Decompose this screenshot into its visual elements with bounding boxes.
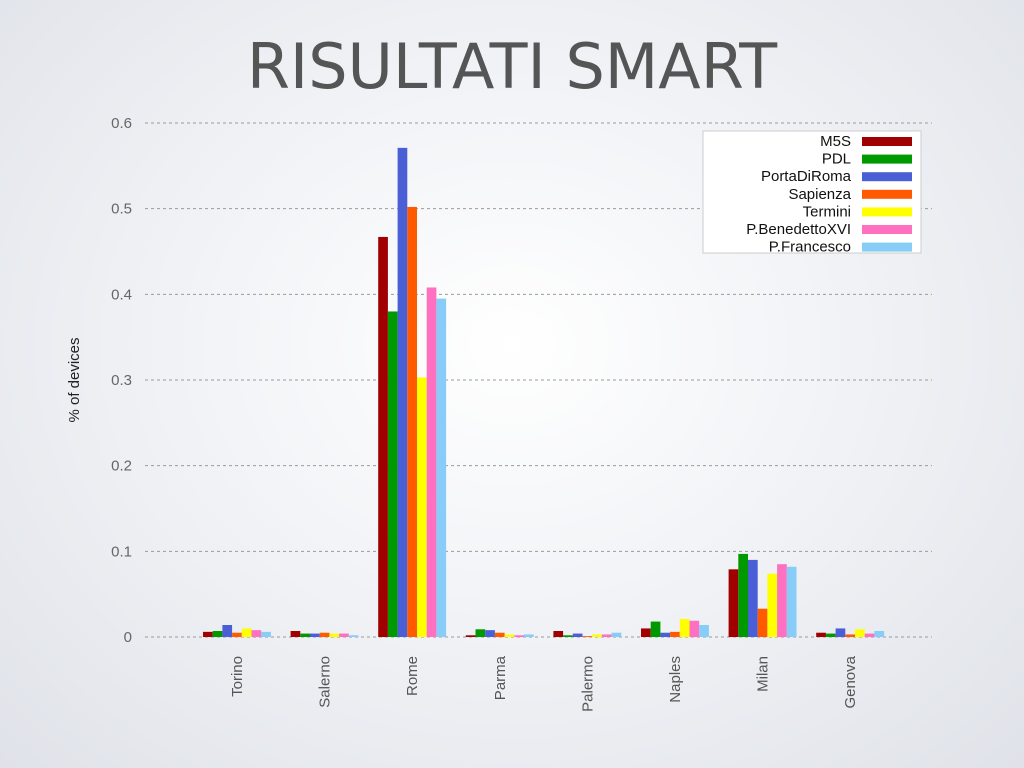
bar-sapienza-torino xyxy=(232,632,242,637)
legend-label: Termini xyxy=(803,203,851,220)
y-axis-label: % of devices xyxy=(66,337,83,422)
bar-pdl-palermo xyxy=(563,635,573,637)
bar-sapienza-milan xyxy=(757,608,768,637)
page-title: RISULTATI SMART xyxy=(246,30,778,103)
x-category-label: Rome xyxy=(404,656,421,696)
bar-portadiroma-rome xyxy=(397,147,408,638)
bar-termini-torino xyxy=(241,628,252,637)
bar-p-benedettoxvi-genova xyxy=(864,633,875,637)
y-tick-label: 0.4 xyxy=(111,286,132,303)
bar-portadiroma-torino xyxy=(222,625,233,637)
y-tick-label: 0.6 xyxy=(111,115,132,132)
x-category-label: Torino xyxy=(229,656,246,697)
bar-p-francesco-genova xyxy=(874,631,885,637)
bar-p-benedettoxvi-rome xyxy=(426,287,437,637)
bar-p-francesco-milan xyxy=(786,566,797,637)
bar-p-benedettoxvi-torino xyxy=(251,630,262,637)
legend-label: P.Francesco xyxy=(769,239,851,256)
bar-portadiroma-salerno xyxy=(310,633,320,637)
y-axis-ticks: 0 0.1 0.2 0.3 0.4 0.5 0.6 xyxy=(111,115,132,646)
bar-pdl-milan xyxy=(738,553,748,637)
bar-m5s-palermo xyxy=(553,631,564,637)
y-tick-label: 0.1 xyxy=(111,543,132,560)
x-category-label: Parma xyxy=(492,655,509,700)
bar-p-francesco-torino xyxy=(261,631,271,637)
bar-termini-rome xyxy=(417,377,427,637)
bar-p-francesco-naples xyxy=(699,625,709,637)
bar-p-benedettoxvi-parma xyxy=(514,635,524,637)
bar-p-benedettoxvi-salerno xyxy=(339,633,349,637)
bar-sapienza-rome xyxy=(407,206,417,637)
bar-portadiroma-genova xyxy=(835,628,846,637)
legend-label: Sapienza xyxy=(788,186,851,203)
y-tick-label: 0.5 xyxy=(111,201,132,218)
legend-swatch xyxy=(862,242,912,252)
x-category-label: Milan xyxy=(755,656,772,692)
bar-portadiroma-parma xyxy=(485,630,495,637)
legend-label: PortaDiRoma xyxy=(761,168,852,185)
legend-swatch xyxy=(862,154,912,164)
bar-termini-parma xyxy=(504,634,515,637)
legend-label: M5S xyxy=(820,133,851,150)
y-tick-label: 0.3 xyxy=(111,372,132,389)
legend: M5SPDLPortaDiRomaSapienzaTerminiP.Benede… xyxy=(702,130,922,256)
bar-m5s-parma xyxy=(465,635,476,637)
legend-label: P.BenedettoXVI xyxy=(746,221,851,238)
bar-portadiroma-milan xyxy=(748,559,758,637)
bar-m5s-salerno xyxy=(290,631,301,637)
bar-p-francesco-palermo xyxy=(611,632,622,637)
legend-swatch xyxy=(862,137,912,146)
bar-p-francesco-salerno xyxy=(348,635,359,637)
bar-p-benedettoxvi-milan xyxy=(777,564,787,637)
x-category-label: Genova xyxy=(842,655,859,708)
bar-pdl-rome xyxy=(387,311,398,637)
bar-m5s-genova xyxy=(816,632,826,637)
bar-portadiroma-naples xyxy=(660,632,671,637)
bars xyxy=(203,147,885,638)
bar-pdl-genova xyxy=(825,633,836,637)
bar-termini-palermo xyxy=(592,634,602,637)
y-tick-label: 0.2 xyxy=(111,458,132,475)
bar-sapienza-salerno xyxy=(319,632,330,637)
bar-m5s-rome xyxy=(378,236,388,638)
bar-pdl-salerno xyxy=(300,633,310,637)
bar-sapienza-naples xyxy=(670,631,680,637)
bar-m5s-milan xyxy=(728,569,739,637)
bar-sapienza-parma xyxy=(494,632,505,637)
legend-swatch xyxy=(862,207,912,217)
bar-p-francesco-rome xyxy=(436,298,447,637)
bar-p-benedettoxvi-naples xyxy=(689,620,700,637)
bar-termini-genova xyxy=(855,629,865,637)
x-category-label: Salerno xyxy=(317,656,334,708)
legend-label: PDL xyxy=(822,151,851,168)
bar-termini-milan xyxy=(767,573,778,637)
x-axis-categories: Torino Salerno Rome Parma Palermo Naples Milan… xyxy=(229,655,859,712)
bar-pdl-parma xyxy=(475,629,486,637)
bar-sapienza-palermo xyxy=(582,636,593,637)
x-category-label: Palermo xyxy=(579,656,596,712)
bar-m5s-naples xyxy=(641,628,651,637)
bar-p-francesco-parma xyxy=(524,634,534,637)
bar-p-benedettoxvi-palermo xyxy=(601,634,612,637)
legend-swatch xyxy=(862,172,912,182)
legend-swatch xyxy=(862,189,912,199)
y-tick-label: 0 xyxy=(124,629,132,646)
bar-termini-salerno xyxy=(329,633,340,637)
bar-sapienza-genova xyxy=(845,634,855,637)
bar-pdl-naples xyxy=(650,621,661,637)
bar-m5s-torino xyxy=(203,631,213,637)
legend-swatch xyxy=(862,225,912,234)
bar-termini-naples xyxy=(679,619,690,637)
bar-portadiroma-palermo xyxy=(572,633,583,637)
bar-pdl-torino xyxy=(212,631,223,637)
x-category-label: Naples xyxy=(667,656,684,703)
